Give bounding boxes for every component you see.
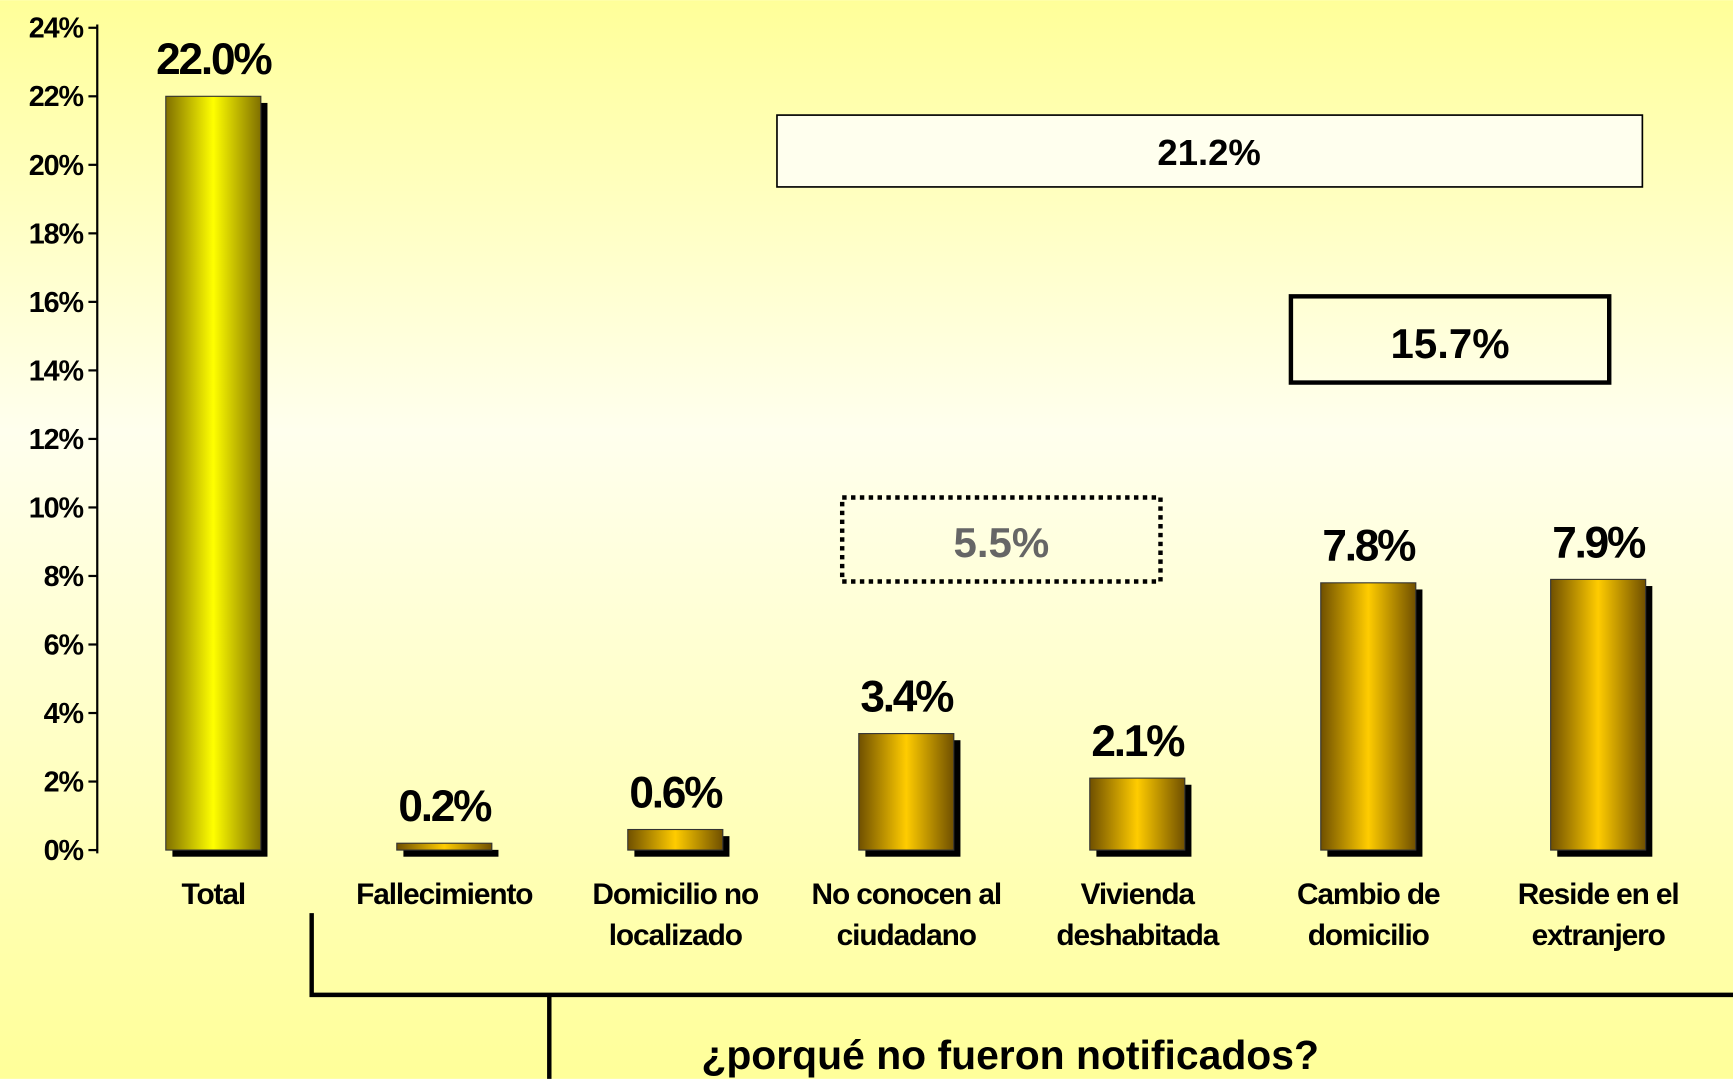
annotation-box [776, 114, 1644, 188]
annotation: 5.5% [953, 519, 1049, 566]
bar [165, 95, 262, 851]
y-tick-label: 2% [44, 766, 84, 798]
y-tick-label: 8% [44, 561, 84, 593]
y-tick-label: 10% [29, 492, 84, 524]
y-tick-label: 22% [29, 81, 84, 113]
y-tick-label: 4% [44, 698, 84, 730]
bar [627, 828, 724, 851]
value-label: 0.2% [398, 782, 492, 831]
value-label: 2.1% [1091, 717, 1185, 766]
bar [1320, 582, 1417, 851]
annotation-box [1288, 294, 1612, 385]
y-tick-label: 6% [44, 629, 84, 661]
x-tick-label: Fallecimiento [356, 878, 533, 911]
bar [396, 842, 493, 851]
annotation: 15.7% [1391, 320, 1510, 367]
y-tick-label: 20% [29, 150, 84, 182]
value-label: 22.0% [156, 35, 272, 84]
x-tick-label: Domicilio no localizado [592, 878, 759, 952]
y-tick-label: 16% [29, 287, 84, 319]
value-label: 3.4% [860, 672, 954, 721]
annotation: 21.2% [1157, 132, 1260, 173]
value-label: 7.9% [1552, 518, 1646, 567]
x-tick-label: Cambio de domicilio [1297, 878, 1440, 952]
bracket [309, 913, 1733, 1079]
value-label: 0.6% [629, 768, 723, 817]
x-tick-label: Vivienda deshabitada [1056, 878, 1219, 952]
x-label: ¿porqué no fueron notificados? [701, 1032, 1319, 1078]
y-tick-label: 0% [44, 835, 84, 867]
bar [858, 733, 955, 851]
y-tick-label: 18% [29, 218, 84, 250]
y-tick-label: 14% [29, 355, 84, 387]
value-label: 7.8% [1322, 522, 1416, 571]
bar [1089, 777, 1186, 851]
bar [1550, 578, 1647, 851]
y-tick-label: 24% [29, 13, 84, 45]
bar-shadow [403, 849, 499, 857]
annotation-box [839, 495, 1163, 584]
x-tick-label: Total [182, 878, 246, 911]
x-tick-label: No conocen al ciudadano [812, 878, 1002, 952]
y-tick-label: 12% [29, 424, 84, 456]
x-tick-label: Reside en el extranjero [1518, 878, 1679, 952]
